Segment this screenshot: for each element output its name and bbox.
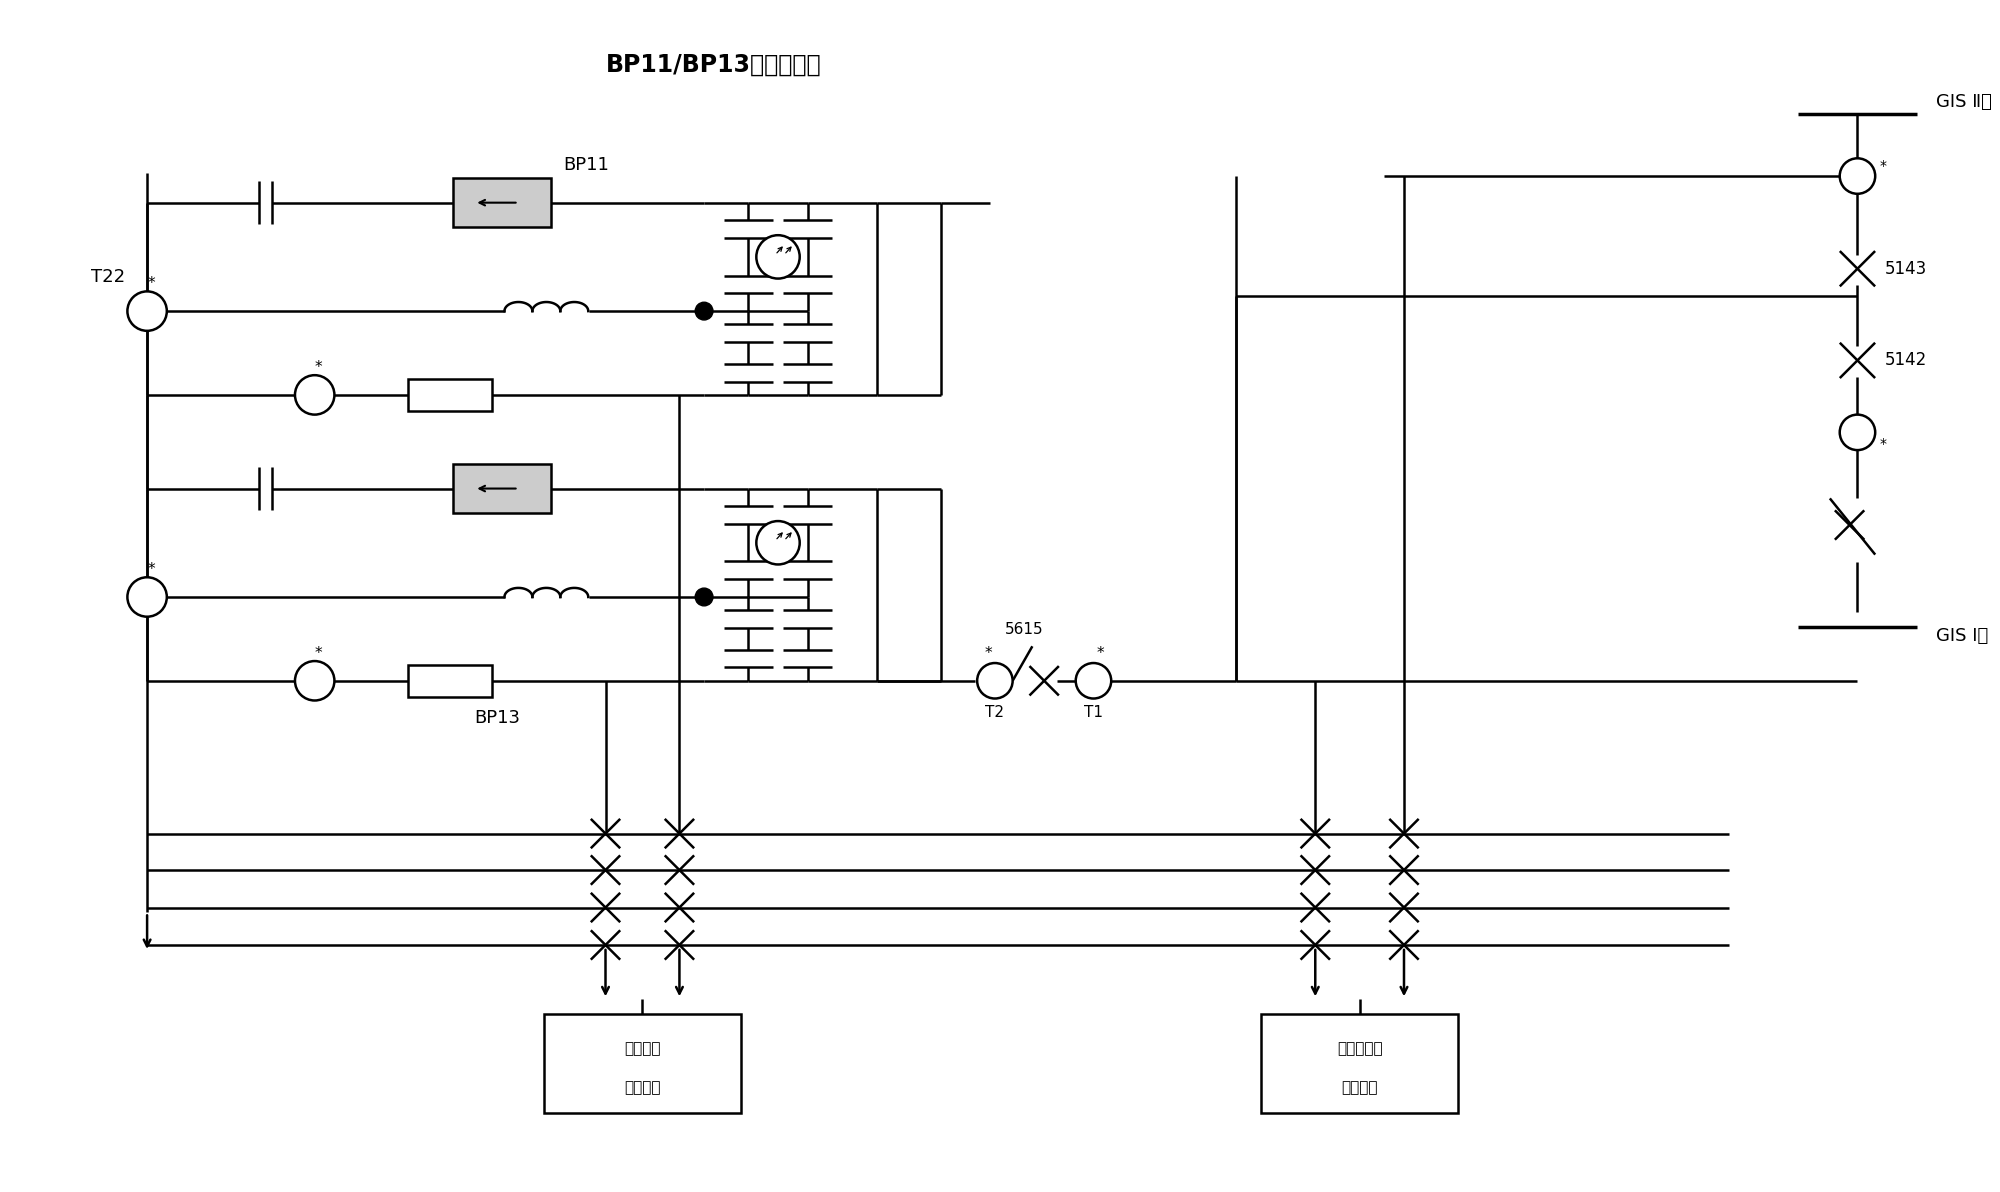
Text: *: * xyxy=(314,360,322,374)
Circle shape xyxy=(696,588,712,606)
Text: 差动保护: 差动保护 xyxy=(624,1080,660,1095)
Circle shape xyxy=(128,291,166,331)
Circle shape xyxy=(756,235,800,279)
Text: BP13: BP13 xyxy=(474,709,520,727)
Text: *: * xyxy=(1096,646,1104,660)
Text: 差动保护: 差动保护 xyxy=(1342,1080,1378,1095)
Text: BP11/BP13交流滤波器: BP11/BP13交流滤波器 xyxy=(606,52,822,76)
Text: *: * xyxy=(1880,437,1886,452)
Text: 小组滤波器: 小组滤波器 xyxy=(1336,1041,1382,1056)
Text: 5143: 5143 xyxy=(1886,260,1928,278)
Text: *: * xyxy=(314,646,322,660)
Bar xyxy=(408,379,492,411)
Text: *: * xyxy=(1880,160,1886,173)
Circle shape xyxy=(1076,663,1112,699)
Circle shape xyxy=(756,521,800,565)
Circle shape xyxy=(978,663,1012,699)
Text: GIS Ⅰ母: GIS Ⅰ母 xyxy=(1936,627,1988,645)
Text: T2: T2 xyxy=(986,704,1004,720)
Circle shape xyxy=(696,303,712,319)
Text: T1: T1 xyxy=(1084,704,1102,720)
Bar xyxy=(452,178,552,228)
Bar xyxy=(408,664,492,697)
Text: *: * xyxy=(984,646,992,660)
Circle shape xyxy=(128,577,166,616)
Bar xyxy=(452,464,552,514)
Bar xyxy=(544,1014,742,1112)
Bar xyxy=(1262,1014,1458,1112)
Text: *: * xyxy=(148,561,154,577)
Circle shape xyxy=(1840,159,1876,194)
Circle shape xyxy=(294,662,334,701)
Text: 5142: 5142 xyxy=(1886,352,1928,370)
Circle shape xyxy=(294,375,334,415)
Text: T22: T22 xyxy=(92,267,126,286)
Circle shape xyxy=(1840,415,1876,451)
Text: GIS Ⅱ母: GIS Ⅱ母 xyxy=(1936,93,1992,111)
Text: *: * xyxy=(148,277,154,291)
Text: 大组母线: 大组母线 xyxy=(624,1041,660,1056)
Text: BP11: BP11 xyxy=(562,156,608,174)
Text: 5615: 5615 xyxy=(1006,622,1044,637)
